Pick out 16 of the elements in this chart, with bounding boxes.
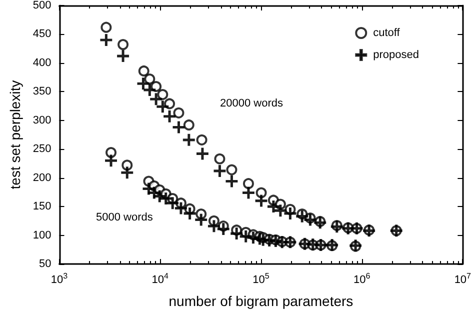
x-axis-title: number of bigram parameters (168, 293, 354, 309)
y-tick-label: 200 (32, 172, 52, 184)
y-axis-title: test set perplexity (7, 80, 23, 190)
y-tick-label: 300 (32, 114, 52, 126)
y-tick-label: 250 (32, 143, 52, 156)
y-tick-label: 350 (32, 86, 52, 98)
legend-label: cutoff (373, 27, 401, 39)
y-tick-label: 450 (32, 28, 52, 40)
y-tick-label: 100 (32, 229, 52, 242)
y-tick-label: 500 (32, 0, 52, 12)
y-tick-label: 150 (32, 200, 52, 213)
annotation: 20000 words (220, 98, 284, 110)
legend-label: proposed (373, 49, 420, 61)
y-tick-label: 50 (39, 258, 52, 270)
annotation: 5000 words (96, 212, 154, 224)
y-tick-label: 400 (32, 56, 52, 69)
